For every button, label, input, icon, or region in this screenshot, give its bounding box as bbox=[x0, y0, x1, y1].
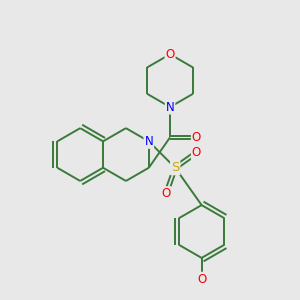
Text: O: O bbox=[192, 146, 201, 159]
Text: O: O bbox=[165, 48, 175, 61]
Text: O: O bbox=[197, 273, 206, 286]
Text: O: O bbox=[192, 131, 201, 144]
Text: O: O bbox=[161, 187, 171, 200]
Text: S: S bbox=[171, 161, 179, 174]
Text: N: N bbox=[166, 100, 174, 113]
Text: N: N bbox=[144, 135, 153, 148]
